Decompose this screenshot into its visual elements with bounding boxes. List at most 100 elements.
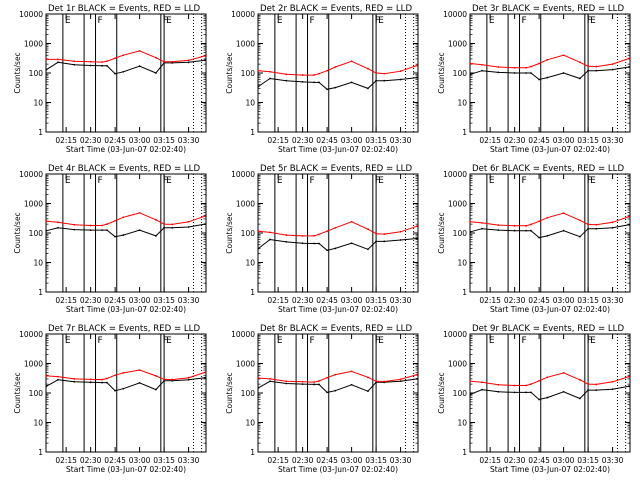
series-point bbox=[155, 374, 157, 377]
series-point bbox=[89, 381, 92, 384]
x-tick-label: 02:15 bbox=[55, 456, 77, 465]
state-label: F bbox=[163, 16, 168, 26]
series-point bbox=[269, 378, 271, 380]
series-point bbox=[383, 72, 386, 75]
series-point bbox=[530, 229, 532, 232]
series-point bbox=[587, 65, 589, 68]
series-point bbox=[106, 377, 108, 380]
series-point bbox=[587, 223, 589, 226]
series-point bbox=[101, 61, 103, 63]
series-point bbox=[334, 86, 337, 89]
series-point bbox=[73, 223, 76, 226]
series-point bbox=[350, 383, 353, 386]
series-point bbox=[57, 226, 59, 229]
series-line-events bbox=[46, 377, 205, 392]
state-label: F bbox=[98, 176, 103, 186]
series-point bbox=[350, 220, 353, 223]
series-point bbox=[579, 397, 581, 400]
series-point bbox=[595, 389, 598, 392]
series-line-lld bbox=[258, 370, 418, 383]
x-tick-label: 03:30 bbox=[602, 296, 624, 305]
x-tick-label: 02:30 bbox=[292, 296, 314, 305]
series-point bbox=[163, 226, 165, 229]
series-point bbox=[525, 384, 527, 387]
series-point bbox=[122, 70, 125, 73]
series-point bbox=[367, 248, 369, 251]
series-point bbox=[101, 229, 103, 232]
series-point bbox=[469, 220, 472, 223]
series-point bbox=[383, 380, 386, 383]
series-point bbox=[285, 79, 288, 82]
series-line-events bbox=[258, 77, 417, 90]
series-point bbox=[285, 240, 288, 243]
series-point bbox=[269, 77, 271, 80]
series-point bbox=[89, 224, 92, 227]
series-point bbox=[334, 247, 337, 250]
state-label: E bbox=[166, 336, 172, 346]
y-tick-label: 100 bbox=[241, 69, 256, 78]
x-axis-label: Start Time (03-Jun-07 02:02:40) bbox=[490, 145, 610, 154]
state-label: E bbox=[166, 16, 172, 26]
series-point bbox=[269, 70, 271, 73]
series-point bbox=[285, 73, 288, 76]
series-point bbox=[57, 378, 59, 381]
state-label: F bbox=[98, 16, 103, 26]
series-point bbox=[114, 72, 117, 75]
series-point bbox=[497, 71, 500, 74]
state-label: F bbox=[375, 16, 380, 26]
y-axis-label: Counts/sec bbox=[225, 212, 234, 253]
series-point bbox=[399, 70, 402, 73]
y-tick-label: 10000 bbox=[19, 170, 43, 179]
state-label: F bbox=[522, 176, 527, 186]
series-line-lld bbox=[470, 212, 630, 227]
series-point bbox=[334, 373, 337, 376]
x-tick-label: 03:15 bbox=[577, 136, 599, 145]
series-point bbox=[595, 223, 598, 226]
x-tick-label: 03:30 bbox=[602, 136, 624, 145]
y-tick-label: 1000 bbox=[448, 200, 467, 209]
x-tick-label: 03:30 bbox=[178, 456, 200, 465]
y-tick-label: 10000 bbox=[231, 10, 255, 19]
series-point bbox=[513, 391, 516, 394]
state-label: E bbox=[590, 176, 596, 186]
y-tick-label: 100 bbox=[241, 229, 256, 238]
state-label: E bbox=[65, 176, 71, 186]
x-tick-label: 03:30 bbox=[390, 136, 412, 145]
series-point bbox=[318, 233, 320, 236]
state-label: E bbox=[277, 16, 283, 26]
series-point bbox=[469, 73, 472, 76]
x-tick-label: 02:30 bbox=[80, 296, 102, 305]
series-point bbox=[579, 61, 581, 64]
series-point bbox=[285, 382, 288, 385]
series-point bbox=[375, 232, 377, 235]
series-point bbox=[171, 60, 174, 63]
series-point bbox=[106, 64, 108, 67]
series-point bbox=[383, 79, 386, 82]
y-tick-label: 10 bbox=[245, 419, 255, 428]
chart-title: Det 2r BLACK = Events, RED = LLD bbox=[260, 4, 412, 14]
series-point bbox=[45, 58, 48, 61]
series-point bbox=[416, 373, 418, 376]
series-point bbox=[375, 240, 377, 243]
chart-panel-4: Det 4r BLACK = Events, RED = LLD 1 10 100 10… bbox=[13, 164, 207, 314]
x-tick-label: 02:45 bbox=[316, 296, 338, 305]
series-point bbox=[57, 61, 59, 64]
series-point bbox=[595, 227, 598, 230]
state-label: E bbox=[590, 16, 596, 26]
series-point bbox=[334, 66, 337, 68]
x-tick-label: 02:45 bbox=[104, 456, 126, 465]
chart-panel-2: Det 2r BLACK = Events, RED = LLD 1 10 100 10… bbox=[225, 4, 419, 154]
series-point bbox=[114, 235, 117, 238]
series-point bbox=[318, 81, 320, 84]
chart-title: Det 3r BLACK = Events, RED = LLD bbox=[472, 4, 624, 14]
series-line-lld bbox=[470, 54, 630, 69]
series-point bbox=[57, 221, 59, 224]
series-point bbox=[628, 385, 630, 388]
series-point bbox=[562, 229, 565, 232]
x-tick-label: 02:15 bbox=[267, 136, 289, 145]
x-tick-label: 03:00 bbox=[553, 136, 575, 145]
chart-panel-6: Det 6r BLACK = Events, RED = LLD 1 10 100 10… bbox=[437, 164, 631, 314]
series-point bbox=[481, 381, 483, 384]
series-point bbox=[313, 81, 315, 84]
series-point bbox=[138, 229, 141, 232]
